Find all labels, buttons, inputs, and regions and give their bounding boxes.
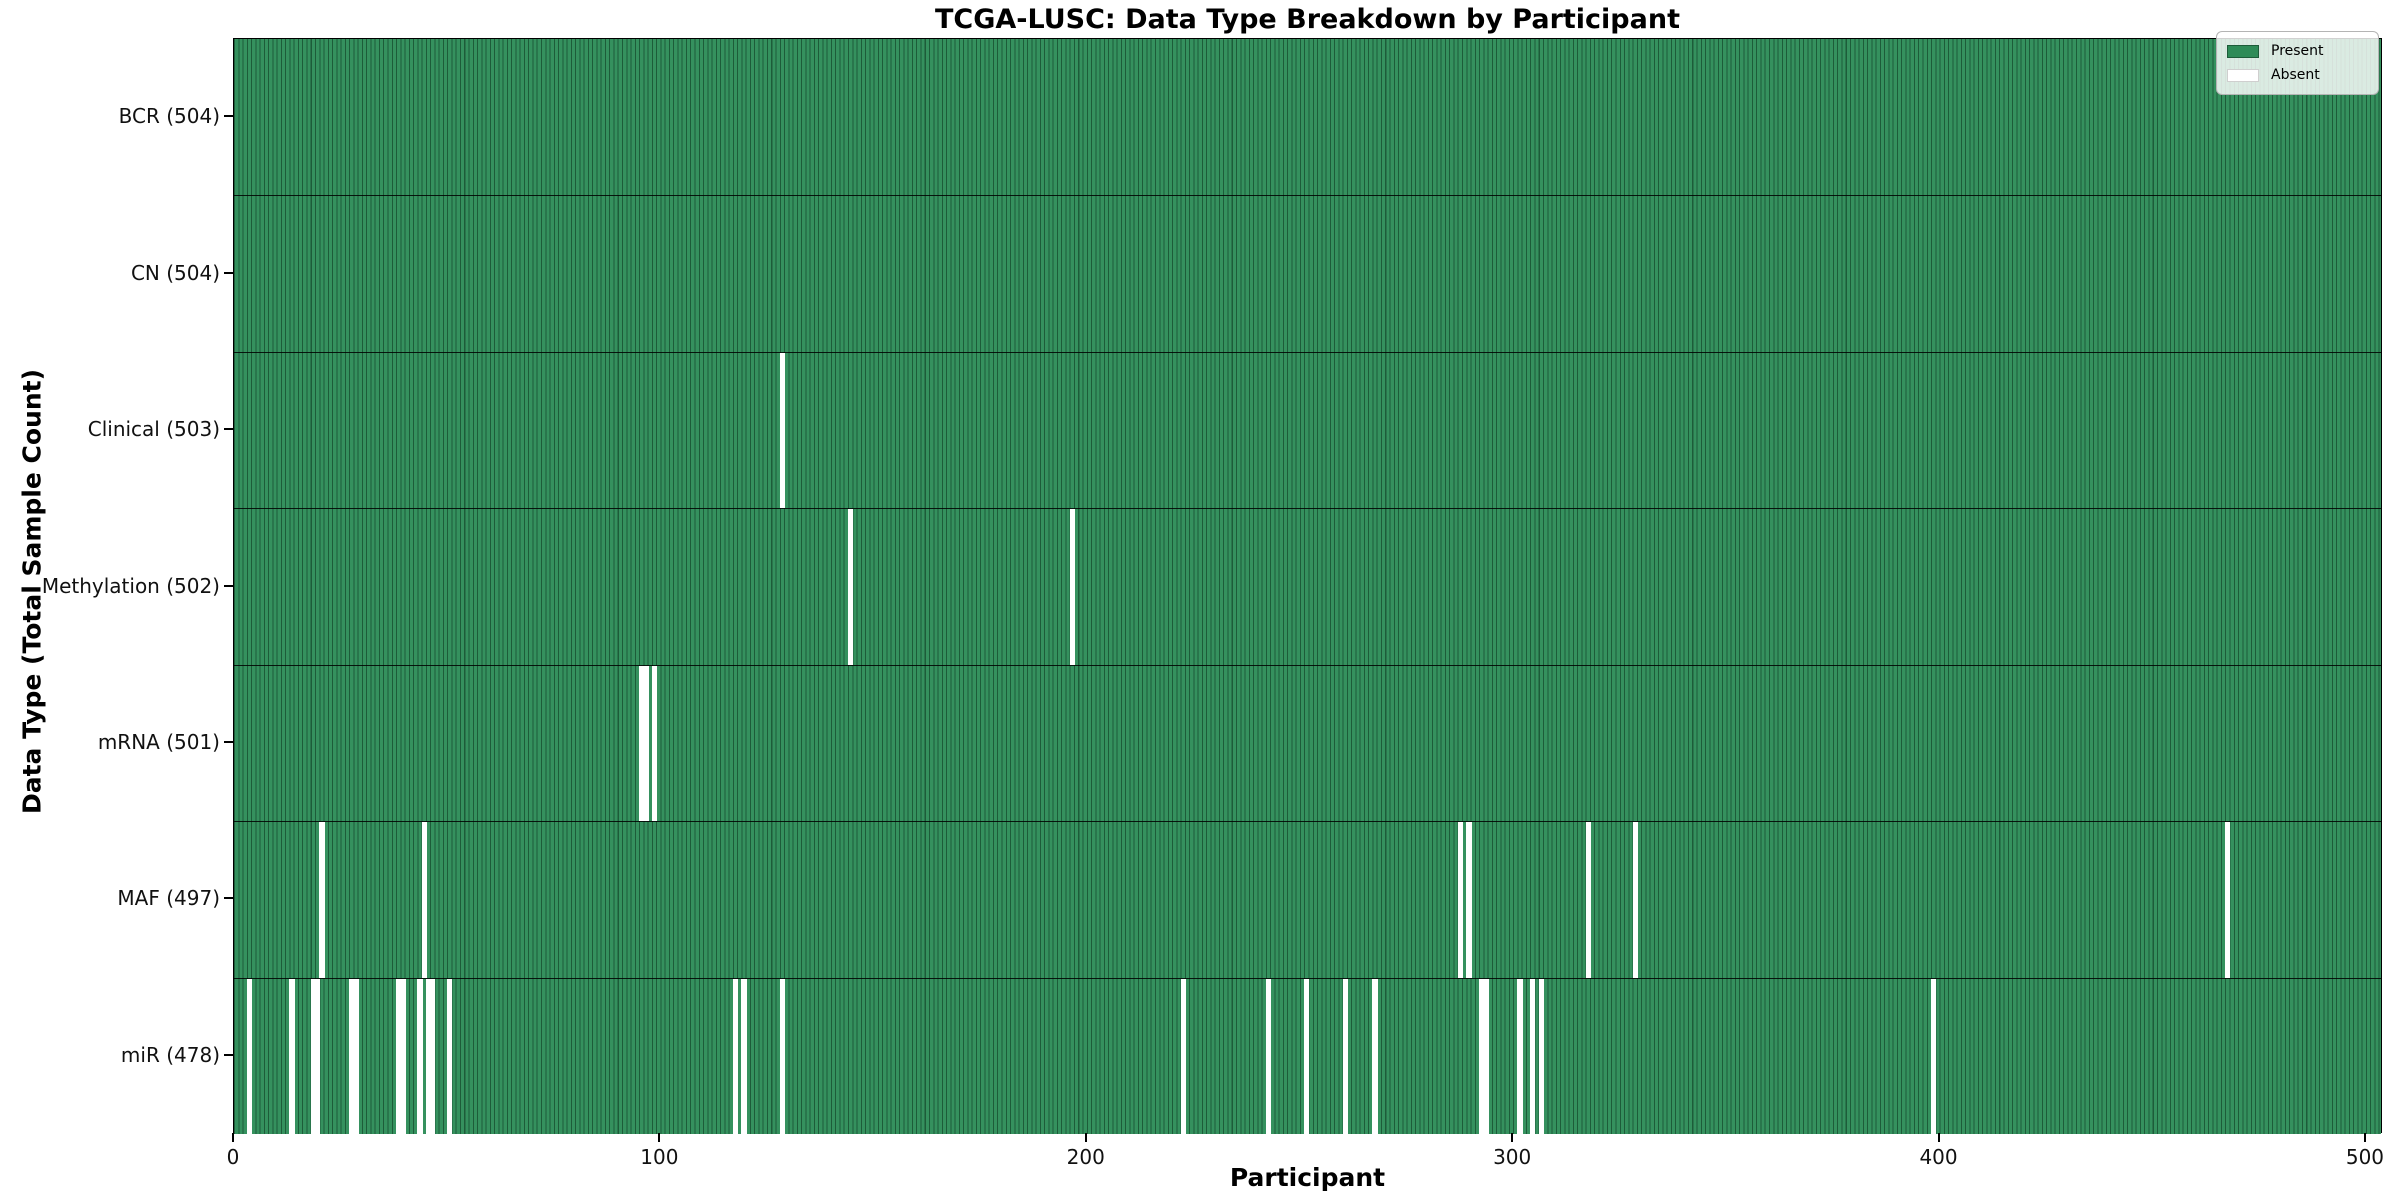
absent-gap — [289, 978, 295, 1134]
absent-gap — [246, 978, 253, 1134]
row-bcr — [234, 39, 2381, 196]
absent-gap — [1265, 978, 1272, 1134]
row-mrna — [234, 664, 2381, 822]
legend-label-absent: Absent — [2271, 67, 2320, 83]
row-clinical — [234, 351, 2381, 509]
ytick-mark — [224, 115, 233, 118]
ytick-label-bcr: BCR (504) — [118, 104, 220, 129]
absent-gap — [310, 978, 316, 1134]
absent-swatch-icon — [2227, 68, 2259, 82]
absent-gap — [848, 509, 854, 665]
ytick-label-clinical: Clinical (503) — [87, 417, 220, 442]
absent-gap — [1372, 978, 1378, 1134]
legend-entry-present: Present — [2227, 39, 2368, 63]
ytick-mark — [224, 584, 233, 587]
absent-gap — [319, 822, 325, 978]
absent-gap — [353, 978, 359, 1134]
xtick-mark — [658, 1133, 661, 1142]
x-axis-label: Participant — [1229, 1163, 1386, 1192]
absent-gap — [396, 978, 402, 1134]
ytick-label-maf: MAF (497) — [117, 886, 220, 911]
xtick-label-200: 200 — [1066, 1145, 1105, 1169]
absent-gap — [1342, 978, 1348, 1134]
absent-gap — [651, 665, 658, 822]
legend-entry-absent: Absent — [2227, 63, 2368, 87]
row-mir — [234, 977, 2381, 1134]
xtick-label-100: 100 — [640, 1145, 679, 1169]
absent-gap — [417, 978, 423, 1134]
ytick-label-mir: miR (478) — [120, 1042, 220, 1067]
absent-gap — [315, 978, 321, 1134]
absent-gap — [639, 665, 645, 822]
ytick-mark — [224, 897, 233, 900]
xtick-mark — [1084, 1133, 1087, 1142]
xtick-mark — [1937, 1133, 1940, 1142]
xtick-label-400: 400 — [1919, 1145, 1958, 1169]
absent-gap — [779, 352, 786, 509]
xtick-mark — [1511, 1133, 1514, 1142]
absent-gap — [779, 978, 786, 1134]
xtick-label-500: 500 — [2345, 1145, 2385, 1169]
absent-gap — [1585, 822, 1591, 978]
ytick-label-methylation: Methylation (502) — [41, 573, 220, 598]
absent-gap — [447, 978, 453, 1134]
absent-gap — [430, 978, 436, 1134]
absent-gap — [1457, 822, 1463, 978]
absent-gap — [1483, 978, 1489, 1134]
ytick-label-cn: CN (504) — [130, 260, 220, 285]
xtick-label-0: 0 — [226, 1145, 240, 1169]
absent-gap — [643, 665, 649, 822]
absent-gap — [741, 978, 747, 1134]
xtick-mark — [2363, 1133, 2366, 1142]
absent-gap — [425, 978, 432, 1134]
absent-gap — [1466, 822, 1472, 978]
absent-gap — [2225, 822, 2231, 978]
absent-gap — [421, 822, 427, 978]
xtick-mark — [232, 1133, 234, 1142]
chart-title: TCGA-LUSC: Data Type Breakdown by Partic… — [935, 4, 1680, 35]
absent-gap — [1931, 978, 1937, 1134]
absent-gap — [1069, 509, 1075, 665]
absent-gap — [732, 978, 739, 1134]
absent-gap — [1538, 978, 1544, 1134]
absent-gap — [1632, 822, 1638, 978]
legend: Present Absent — [2216, 31, 2379, 95]
absent-gap — [1304, 978, 1310, 1134]
absent-gap — [1530, 978, 1536, 1134]
legend-label-present: Present — [2271, 43, 2324, 59]
ytick-label-mrna: mRNA (501) — [97, 729, 220, 754]
absent-gap — [1479, 978, 1485, 1134]
absent-gap — [1517, 978, 1523, 1134]
ytick-mark — [224, 271, 233, 274]
row-methylation — [234, 508, 2381, 665]
absent-gap — [349, 978, 355, 1134]
row-cn — [234, 195, 2381, 352]
row-maf — [234, 821, 2381, 978]
present-swatch-icon — [2227, 44, 2259, 58]
absent-gap — [1180, 978, 1186, 1134]
xtick-label-300: 300 — [1493, 1145, 1532, 1169]
plot-area — [233, 38, 2382, 1134]
ytick-mark — [224, 428, 233, 431]
absent-gap — [400, 978, 406, 1134]
ytick-mark — [224, 1053, 233, 1056]
ytick-mark — [224, 740, 233, 743]
